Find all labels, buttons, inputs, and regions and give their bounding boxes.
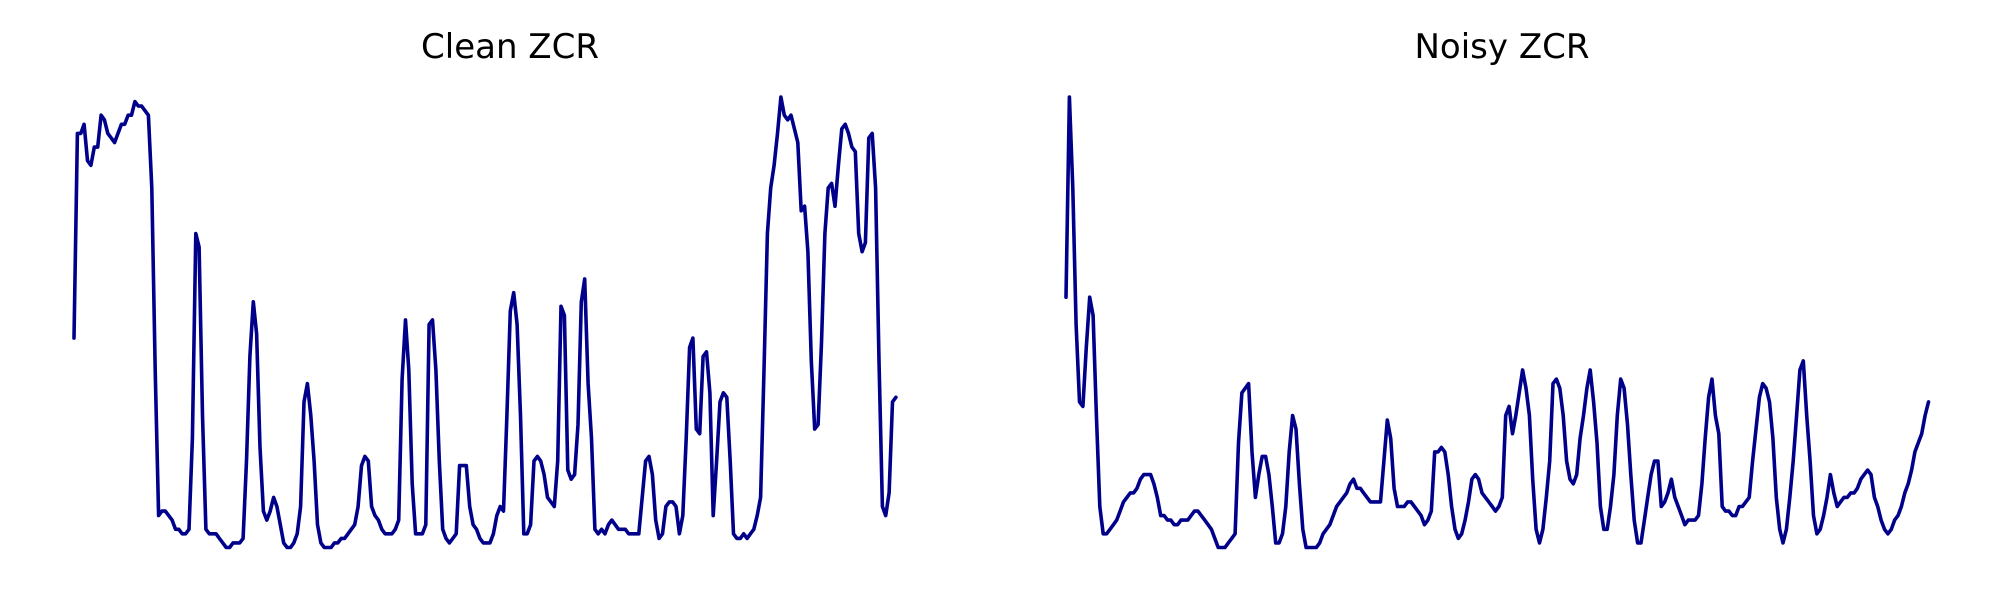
clean-zcr-title: Clean ZCR — [421, 27, 599, 67]
clean-zcr-line — [72, 95, 898, 550]
clean-zcr-panel: Clean ZCR — [72, 27, 898, 550]
noisy-zcr-title: Noisy ZCR — [1415, 27, 1590, 67]
noisy-zcr-line — [1064, 95, 1931, 550]
noisy-zcr-panel: Noisy ZCR — [1064, 27, 1931, 550]
